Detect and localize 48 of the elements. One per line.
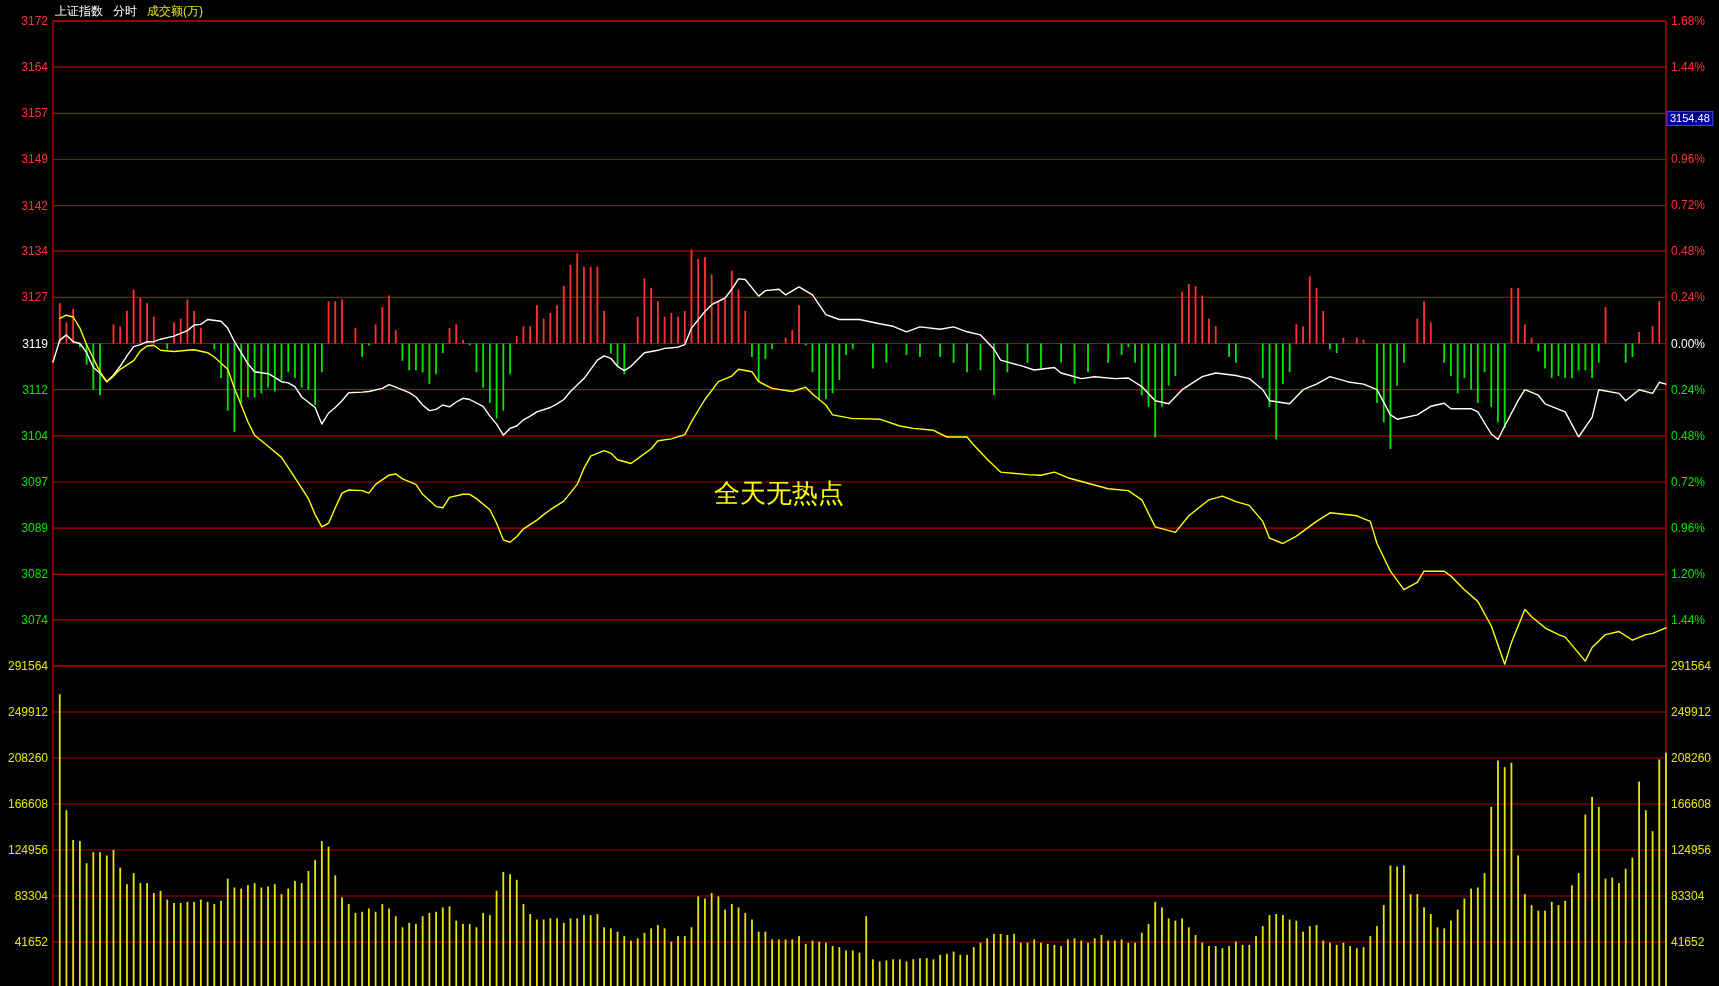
text: 3154.48 [1670,112,1710,125]
y-tick-label: 3149 [21,152,49,167]
y-tick-label: 83304 [14,889,49,903]
y-tick-label: 3127 [21,290,49,305]
annotation: 全天无热点 [714,477,845,508]
y2-tick-label: 1.44% [1671,60,1706,75]
y2-tick-label: 249912 [1671,705,1712,719]
y-tick-label: 291564 [7,659,49,673]
y2-tick-label: 208260 [1671,751,1712,765]
y2-tick-label: 166608 [1671,797,1712,811]
y2-tick-label: 0.96% [1671,520,1706,535]
y2-tick-label: 291564 [1671,659,1712,673]
y2-tick-label: 0.72% [1671,474,1706,489]
y-tick-label: 124956 [7,843,49,857]
line-series [59,314,1667,665]
y-tick-label: 3157 [21,106,49,121]
y2-tick-label: 41652 [1671,935,1705,949]
y-tick-label: 208260 [7,751,49,765]
chart-subtitle: 分时 [113,4,137,18]
y-tick-label: 249912 [7,705,49,719]
y2-tick-label: 1.44% [1671,612,1706,627]
y-tick-label: 3112 [22,382,49,397]
y-tick-label: 3074 [21,612,49,627]
y-tick-label: 3082 [21,567,49,582]
line-series [52,278,1667,441]
y2-tick-label: 0.96% [1671,152,1706,167]
y-tick-label: 166608 [7,797,49,811]
chart-title: 上证指数 [55,4,103,18]
y-tick-label: 41652 [14,935,49,949]
y2-tick-label: 1.68% [1671,14,1706,28]
y-tick-label: 3142 [21,198,49,213]
y2-tick-label: 0.48% [1671,428,1706,443]
y2-tick-label: 83304 [1671,889,1705,903]
y2-tick-label: 0.24% [1671,290,1706,305]
y-tick-label: 3089 [21,521,49,536]
y2-tick-label: 0.24% [1671,382,1706,397]
y-tick-label: 3164 [21,60,49,75]
y2-tick-label: 0.48% [1671,244,1706,259]
y-tick-label: 3104 [21,428,49,443]
y-tick-label: 3134 [21,244,49,259]
y-tick-label: 3097 [21,474,49,489]
y2-tick-label: 1.20% [1671,566,1706,581]
y-tick-label: 3119 [22,336,49,351]
y-tick-label: 3172 [21,14,49,28]
y2-tick-label: 0.72% [1671,198,1706,213]
y2-tick-label: 124956 [1671,843,1712,857]
text: 成交额(万) [147,4,203,18]
y2-tick-label: 0.00% [1671,336,1706,351]
